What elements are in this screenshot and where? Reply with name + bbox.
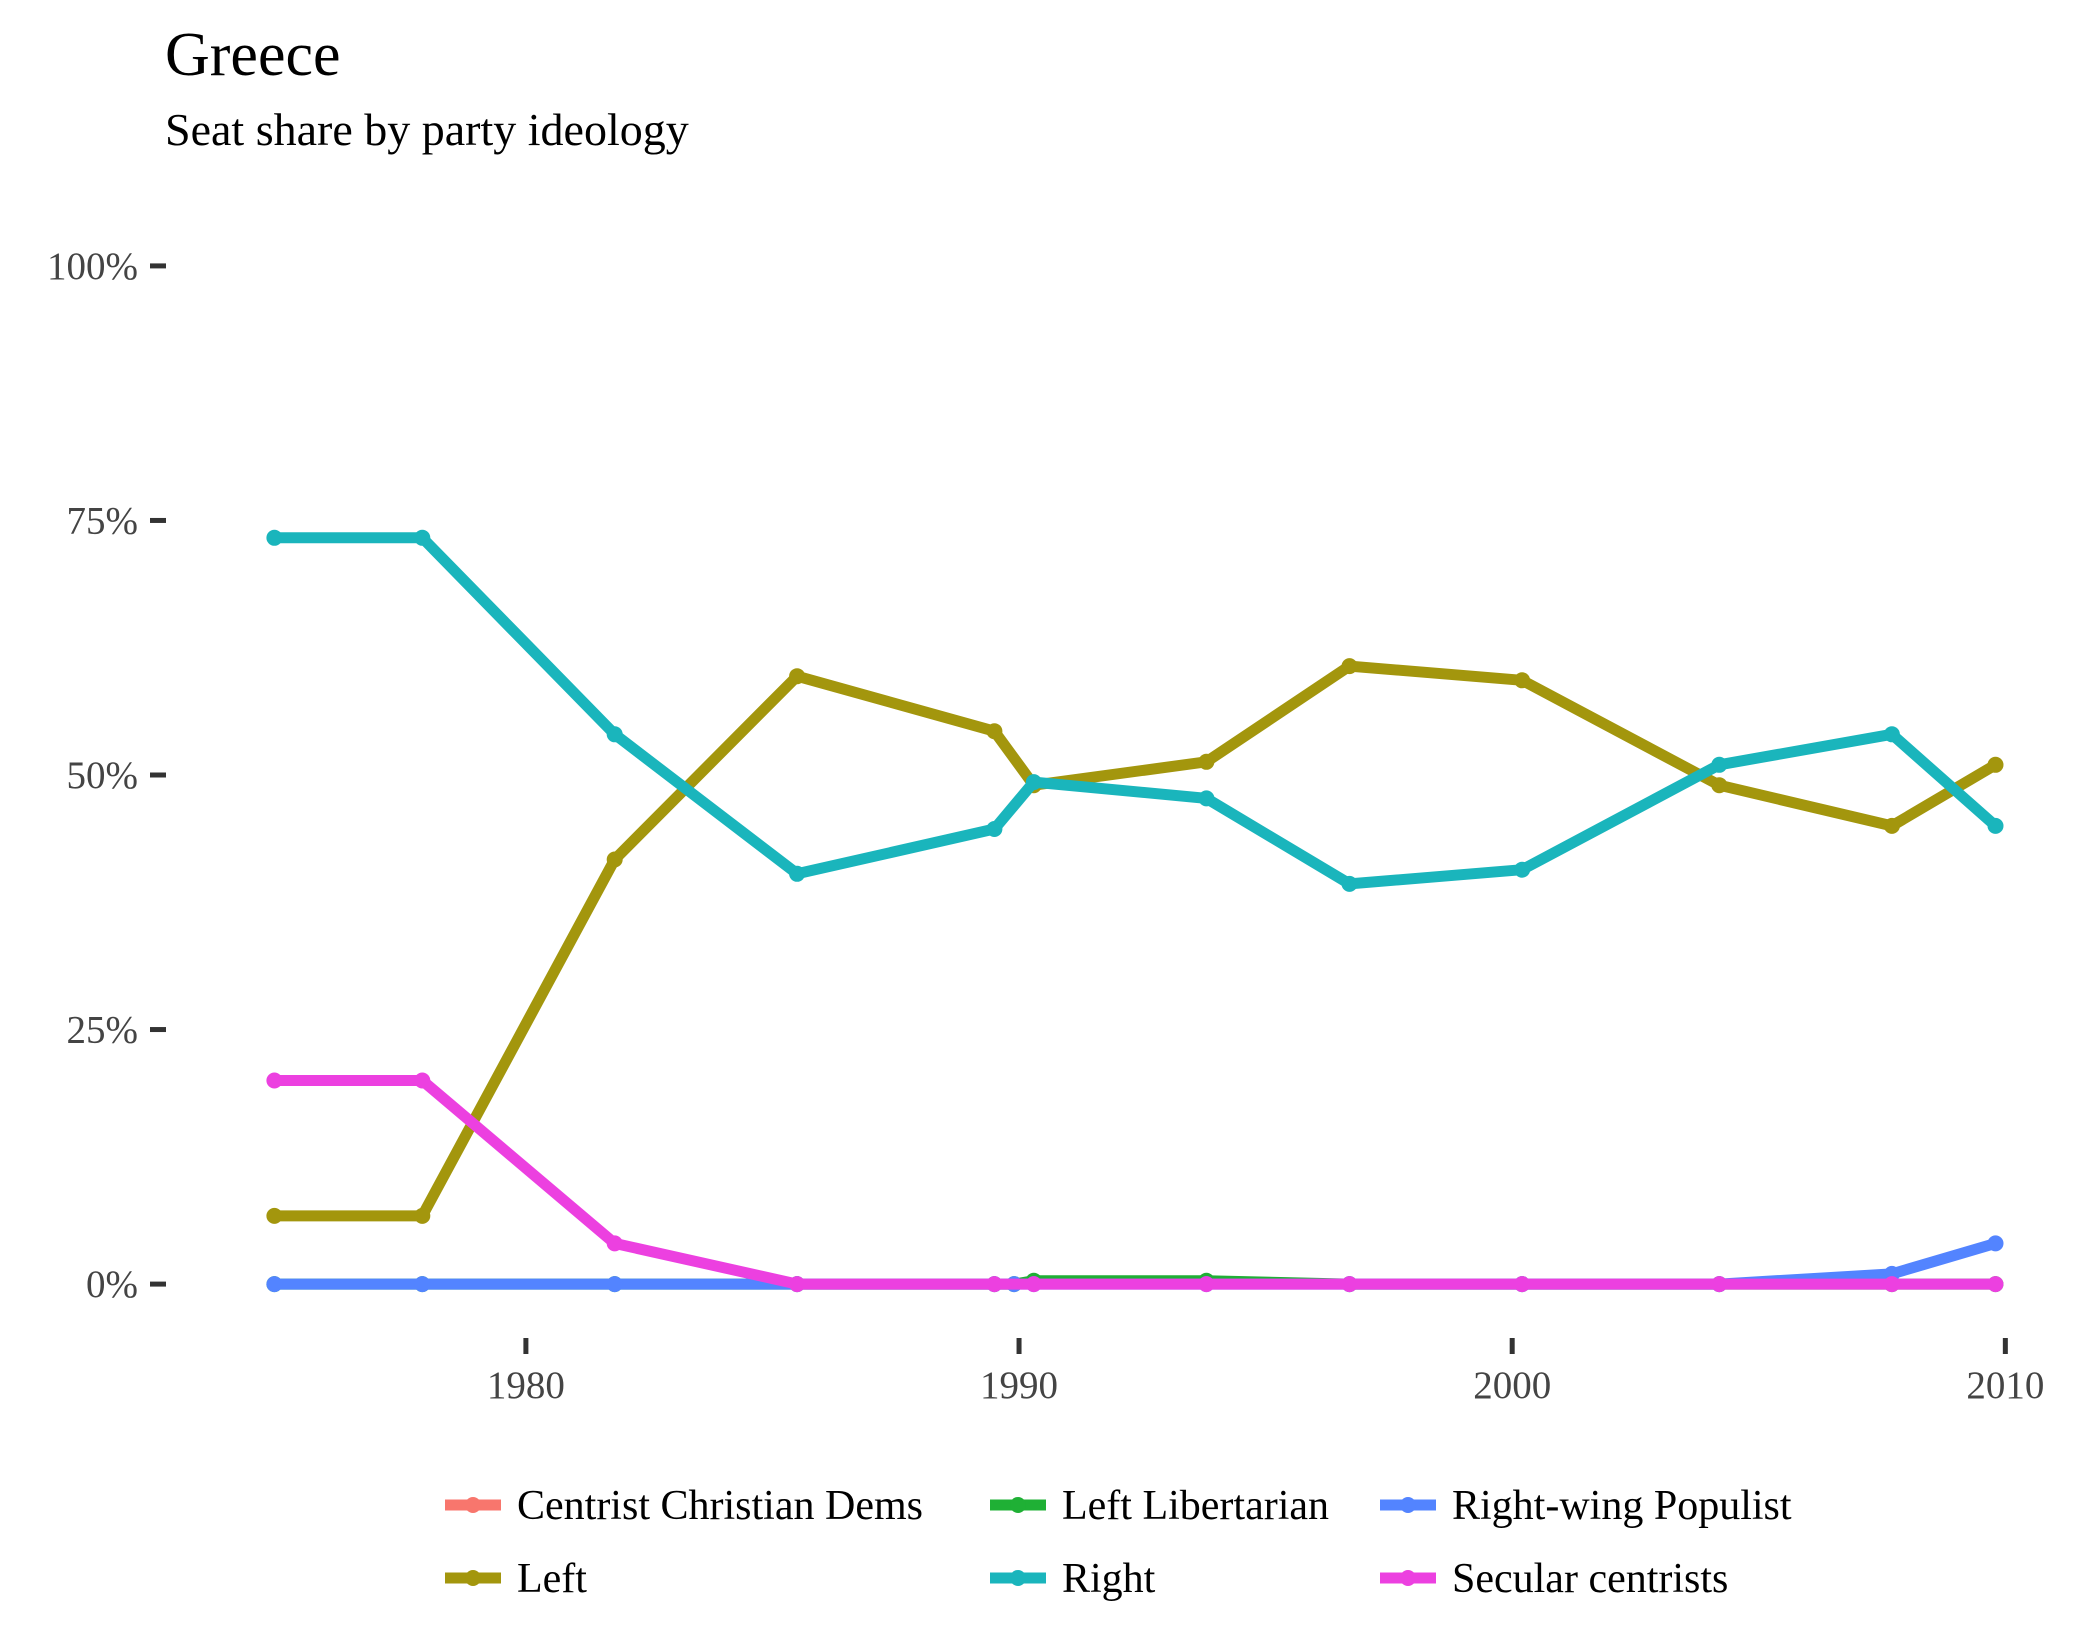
x-tick-label: 1980	[487, 1364, 565, 1407]
x-tick-label: 1990	[980, 1364, 1058, 1407]
legend-key-point	[1010, 1497, 1026, 1513]
data-point	[266, 1072, 283, 1089]
series-line	[274, 532, 2000, 890]
x-tick-label: 2010	[1966, 1364, 2044, 1407]
y-tick-label: 25%	[67, 1009, 139, 1052]
data-point	[1711, 756, 1728, 773]
series-right	[266, 529, 2004, 892]
data-point	[1025, 774, 1042, 791]
data-point	[1514, 672, 1531, 689]
data-point	[414, 1207, 431, 1224]
data-point	[1198, 1276, 1215, 1293]
data-point	[1198, 790, 1215, 807]
legend-label: Left Libertarian	[1062, 1483, 1329, 1529]
data-point	[986, 821, 1003, 837]
data-point	[1987, 817, 2004, 834]
data-point	[1987, 1276, 2004, 1293]
data-point	[789, 668, 806, 685]
legend-item: Right-wing Populist	[1380, 1483, 1792, 1529]
y-tick-label: 50%	[67, 754, 139, 797]
data-point	[1883, 817, 1900, 834]
legend-label: Centrist Christian Dems	[517, 1483, 923, 1529]
data-point	[1341, 1276, 1358, 1293]
data-point	[1341, 658, 1358, 675]
data-point	[789, 1276, 806, 1293]
legend-item: Secular centrists	[1380, 1556, 1728, 1602]
y-tick-label: 75%	[67, 499, 139, 542]
data-point	[1341, 875, 1358, 892]
data-point	[1514, 861, 1531, 878]
legend-label: Right-wing Populist	[1452, 1483, 1792, 1529]
data-point	[266, 1207, 283, 1224]
legend-item: Centrist Christian Dems	[445, 1483, 923, 1529]
data-point	[414, 1072, 431, 1089]
data-point	[414, 529, 431, 546]
data-point	[414, 1276, 431, 1293]
series-secular-centrists	[266, 1072, 2004, 1293]
chart-title: Greece	[165, 21, 341, 89]
data-point	[606, 726, 623, 743]
legend-label: Secular centrists	[1452, 1556, 1728, 1602]
legend-item: Left Libertarian	[990, 1483, 1329, 1529]
plot-area	[266, 529, 2004, 1293]
y-tick-label: 0%	[86, 1263, 138, 1306]
legend-key-point	[1010, 1570, 1026, 1586]
data-point	[606, 1235, 623, 1252]
data-point	[606, 851, 623, 868]
data-point	[789, 865, 806, 882]
data-point	[1883, 1276, 1900, 1293]
data-point	[266, 1276, 283, 1293]
data-point	[1514, 1276, 1531, 1293]
x-tick-label: 2000	[1473, 1364, 1551, 1407]
legend-key-point	[465, 1570, 481, 1586]
legend-item: Left	[445, 1556, 587, 1602]
data-point	[1987, 1235, 2004, 1252]
data-point	[266, 529, 283, 546]
legend-key-point	[1400, 1497, 1416, 1513]
x-axis: 1980 1990 2000 2010	[487, 1338, 2044, 1407]
y-tick-label: 100%	[47, 245, 138, 288]
legend-label: Right	[1062, 1556, 1156, 1602]
data-point	[1025, 1276, 1042, 1293]
series-line	[274, 660, 1999, 1222]
legend-key-point	[1400, 1570, 1416, 1586]
legend-key-point	[465, 1497, 481, 1513]
data-point	[986, 723, 1003, 740]
legend-item: Right	[990, 1556, 1156, 1602]
legend: Centrist Christian Dems Left Libertarian R…	[445, 1483, 1792, 1602]
data-point	[1711, 1276, 1728, 1293]
y-axis: 0% 25% 50% 75% 100%	[47, 245, 166, 1306]
data-point	[986, 1276, 1003, 1293]
data-point	[1198, 753, 1215, 770]
legend-label: Left	[517, 1556, 587, 1602]
data-point	[606, 1276, 623, 1293]
data-point	[1711, 777, 1728, 794]
data-point	[1883, 726, 1900, 743]
series-line	[274, 1075, 1996, 1290]
series-left	[266, 658, 2004, 1224]
chart-subtitle: Seat share by party ideology	[165, 104, 689, 155]
data-point	[1987, 756, 2004, 773]
